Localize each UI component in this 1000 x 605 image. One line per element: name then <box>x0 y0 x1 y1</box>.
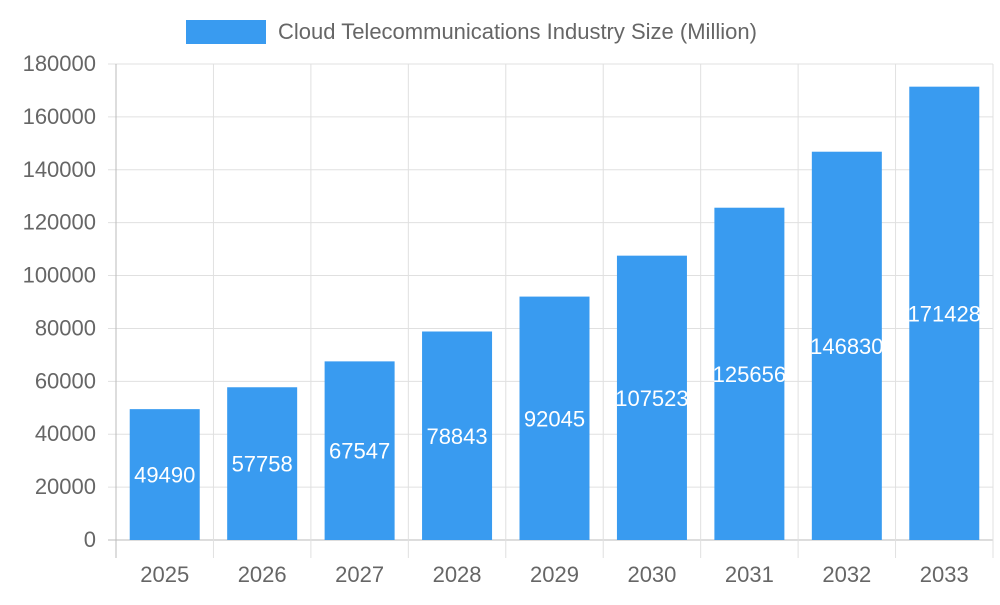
x-tick-label: 2025 <box>140 562 189 587</box>
y-axis-ticks: 0 20000 40000 60000 80000 100000 120000 140000 1… <box>23 51 96 552</box>
x-tick-label: 2031 <box>725 562 774 587</box>
y-tick-label: 100000 <box>23 263 96 288</box>
y-tick-label: 20000 <box>35 474 96 499</box>
x-axis-ticks: 2025 2026 2027 2028 2029 2030 2031 2032 2033 <box>140 562 969 587</box>
data-label-2029: 92045 <box>524 406 585 431</box>
y-tick-label: 180000 <box>23 51 96 76</box>
x-tick-label: 2033 <box>920 562 969 587</box>
bar-2030 <box>616 255 687 540</box>
data-label-2032: 146830 <box>810 334 883 359</box>
bar-2033 <box>909 86 980 540</box>
bar-2029 <box>519 296 590 540</box>
data-label-2031: 125656 <box>713 362 786 387</box>
data-label-2028: 78843 <box>426 424 487 449</box>
y-tick-label: 160000 <box>23 104 96 129</box>
data-label-2033: 171428 <box>908 301 981 326</box>
bar-2028 <box>422 331 493 540</box>
data-label-2027: 67547 <box>329 439 390 464</box>
x-tick-label: 2029 <box>530 562 579 587</box>
y-tick-label: 60000 <box>35 368 96 393</box>
data-labels: 49490 57758 67547 78843 92045 107523 125656 146… <box>134 301 981 487</box>
x-tick-label: 2028 <box>433 562 482 587</box>
data-label-2026: 57758 <box>232 452 293 477</box>
y-tick-label: 140000 <box>23 157 96 182</box>
data-label-2025: 49490 <box>134 463 195 488</box>
y-tick-label: 80000 <box>35 315 96 340</box>
bar-2025 <box>129 409 200 540</box>
bar-2026 <box>227 387 298 540</box>
x-tick-label: 2032 <box>822 562 871 587</box>
bar-2027 <box>324 361 395 540</box>
legend[interactable]: Cloud Telecommunications Industry Size (… <box>186 19 757 44</box>
y-tick-label: 40000 <box>35 421 96 446</box>
legend-swatch <box>186 20 266 44</box>
bars <box>129 86 980 540</box>
legend-label: Cloud Telecommunications Industry Size (… <box>278 19 757 44</box>
x-tick-label: 2030 <box>627 562 676 587</box>
y-tick-label: 0 <box>84 527 96 552</box>
x-tick-label: 2027 <box>335 562 384 587</box>
bar-2032 <box>811 151 882 540</box>
x-tick-label: 2026 <box>238 562 287 587</box>
data-label-2030: 107523 <box>615 386 688 411</box>
bar-2031 <box>714 207 785 540</box>
y-tick-label: 120000 <box>23 210 96 235</box>
